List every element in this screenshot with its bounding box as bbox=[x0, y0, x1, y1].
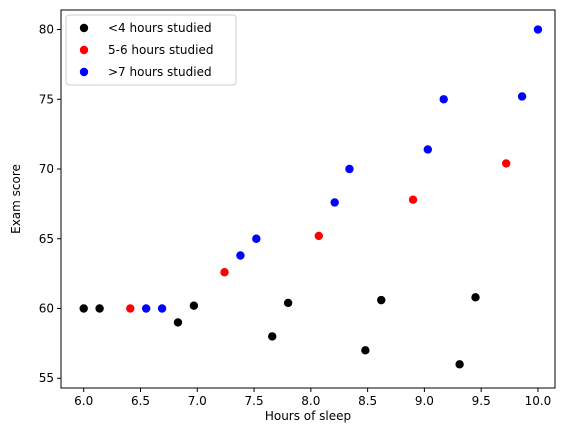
legend-marker bbox=[79, 23, 89, 33]
y-axis-label: Exam score bbox=[9, 164, 23, 234]
ticks-layer: 6.0 6.5 7.0 7.5 8.0 8.5 9.0 9.5 10.0 55 60 65 70 75 80 bbox=[39, 23, 552, 408]
legend-label: 5-6 hours studied bbox=[108, 43, 213, 57]
y-tick-label: 80 bbox=[39, 23, 54, 37]
x-tick-label: 9.5 bbox=[472, 394, 491, 408]
data-point-series-0 bbox=[95, 304, 104, 313]
data-point-series-2 bbox=[330, 198, 339, 207]
x-tick-label: 8.5 bbox=[358, 394, 377, 408]
y-tick-label: 60 bbox=[39, 301, 54, 315]
data-point-series-2 bbox=[157, 304, 167, 313]
data-point-series-2 bbox=[141, 304, 151, 313]
x-tick-label: 9.0 bbox=[415, 394, 434, 408]
data-point-series-0 bbox=[455, 360, 464, 369]
data-point-series-0 bbox=[268, 332, 277, 341]
data-point-series-0 bbox=[79, 304, 88, 313]
x-tick-label: 10.0 bbox=[525, 394, 552, 408]
x-axis-label: Hours of sleep bbox=[265, 409, 351, 423]
y-tick-label: 65 bbox=[39, 232, 54, 246]
x-tick-label: 7.0 bbox=[188, 394, 207, 408]
data-point-series-1 bbox=[220, 268, 229, 277]
data-point-series-2 bbox=[252, 234, 261, 243]
data-point-series-1 bbox=[314, 231, 323, 241]
data-point-series-2 bbox=[345, 164, 354, 174]
data-point-series-2 bbox=[439, 95, 448, 104]
legend-label: <4 hours studied bbox=[108, 21, 212, 35]
y-tick-label: 70 bbox=[39, 162, 54, 176]
plot-frame bbox=[60, 9, 556, 389]
data-point-series-0 bbox=[471, 293, 480, 302]
x-tick-label: 6.5 bbox=[131, 394, 150, 408]
legend: <4 hours studied 5-6 hours studied >7 hour… bbox=[65, 14, 237, 86]
y-tick-label: 75 bbox=[39, 92, 54, 106]
data-point-series-0 bbox=[189, 301, 199, 310]
data-point-series-2 bbox=[423, 145, 433, 154]
data-point-series-0 bbox=[283, 298, 293, 308]
x-tick-label: 8.0 bbox=[301, 394, 320, 408]
x-tick-label: 7.5 bbox=[245, 394, 264, 408]
points-layer bbox=[79, 25, 543, 369]
data-point-series-2 bbox=[236, 251, 245, 260]
y-tick-label: 55 bbox=[39, 371, 54, 385]
data-point-series-0 bbox=[173, 318, 183, 327]
data-point-series-1 bbox=[501, 159, 511, 168]
data-point-series-0 bbox=[377, 295, 386, 305]
legend-label: >7 hours studied bbox=[108, 65, 212, 79]
legend-box bbox=[65, 14, 237, 86]
data-point-series-1 bbox=[126, 304, 135, 313]
legend-marker bbox=[79, 45, 89, 55]
x-tick-label: 6.0 bbox=[74, 394, 93, 408]
data-point-series-1 bbox=[408, 195, 418, 204]
legend-marker bbox=[79, 67, 89, 77]
data-point-series-2 bbox=[533, 25, 543, 34]
data-point-series-2 bbox=[517, 92, 527, 101]
data-point-series-0 bbox=[361, 346, 370, 355]
